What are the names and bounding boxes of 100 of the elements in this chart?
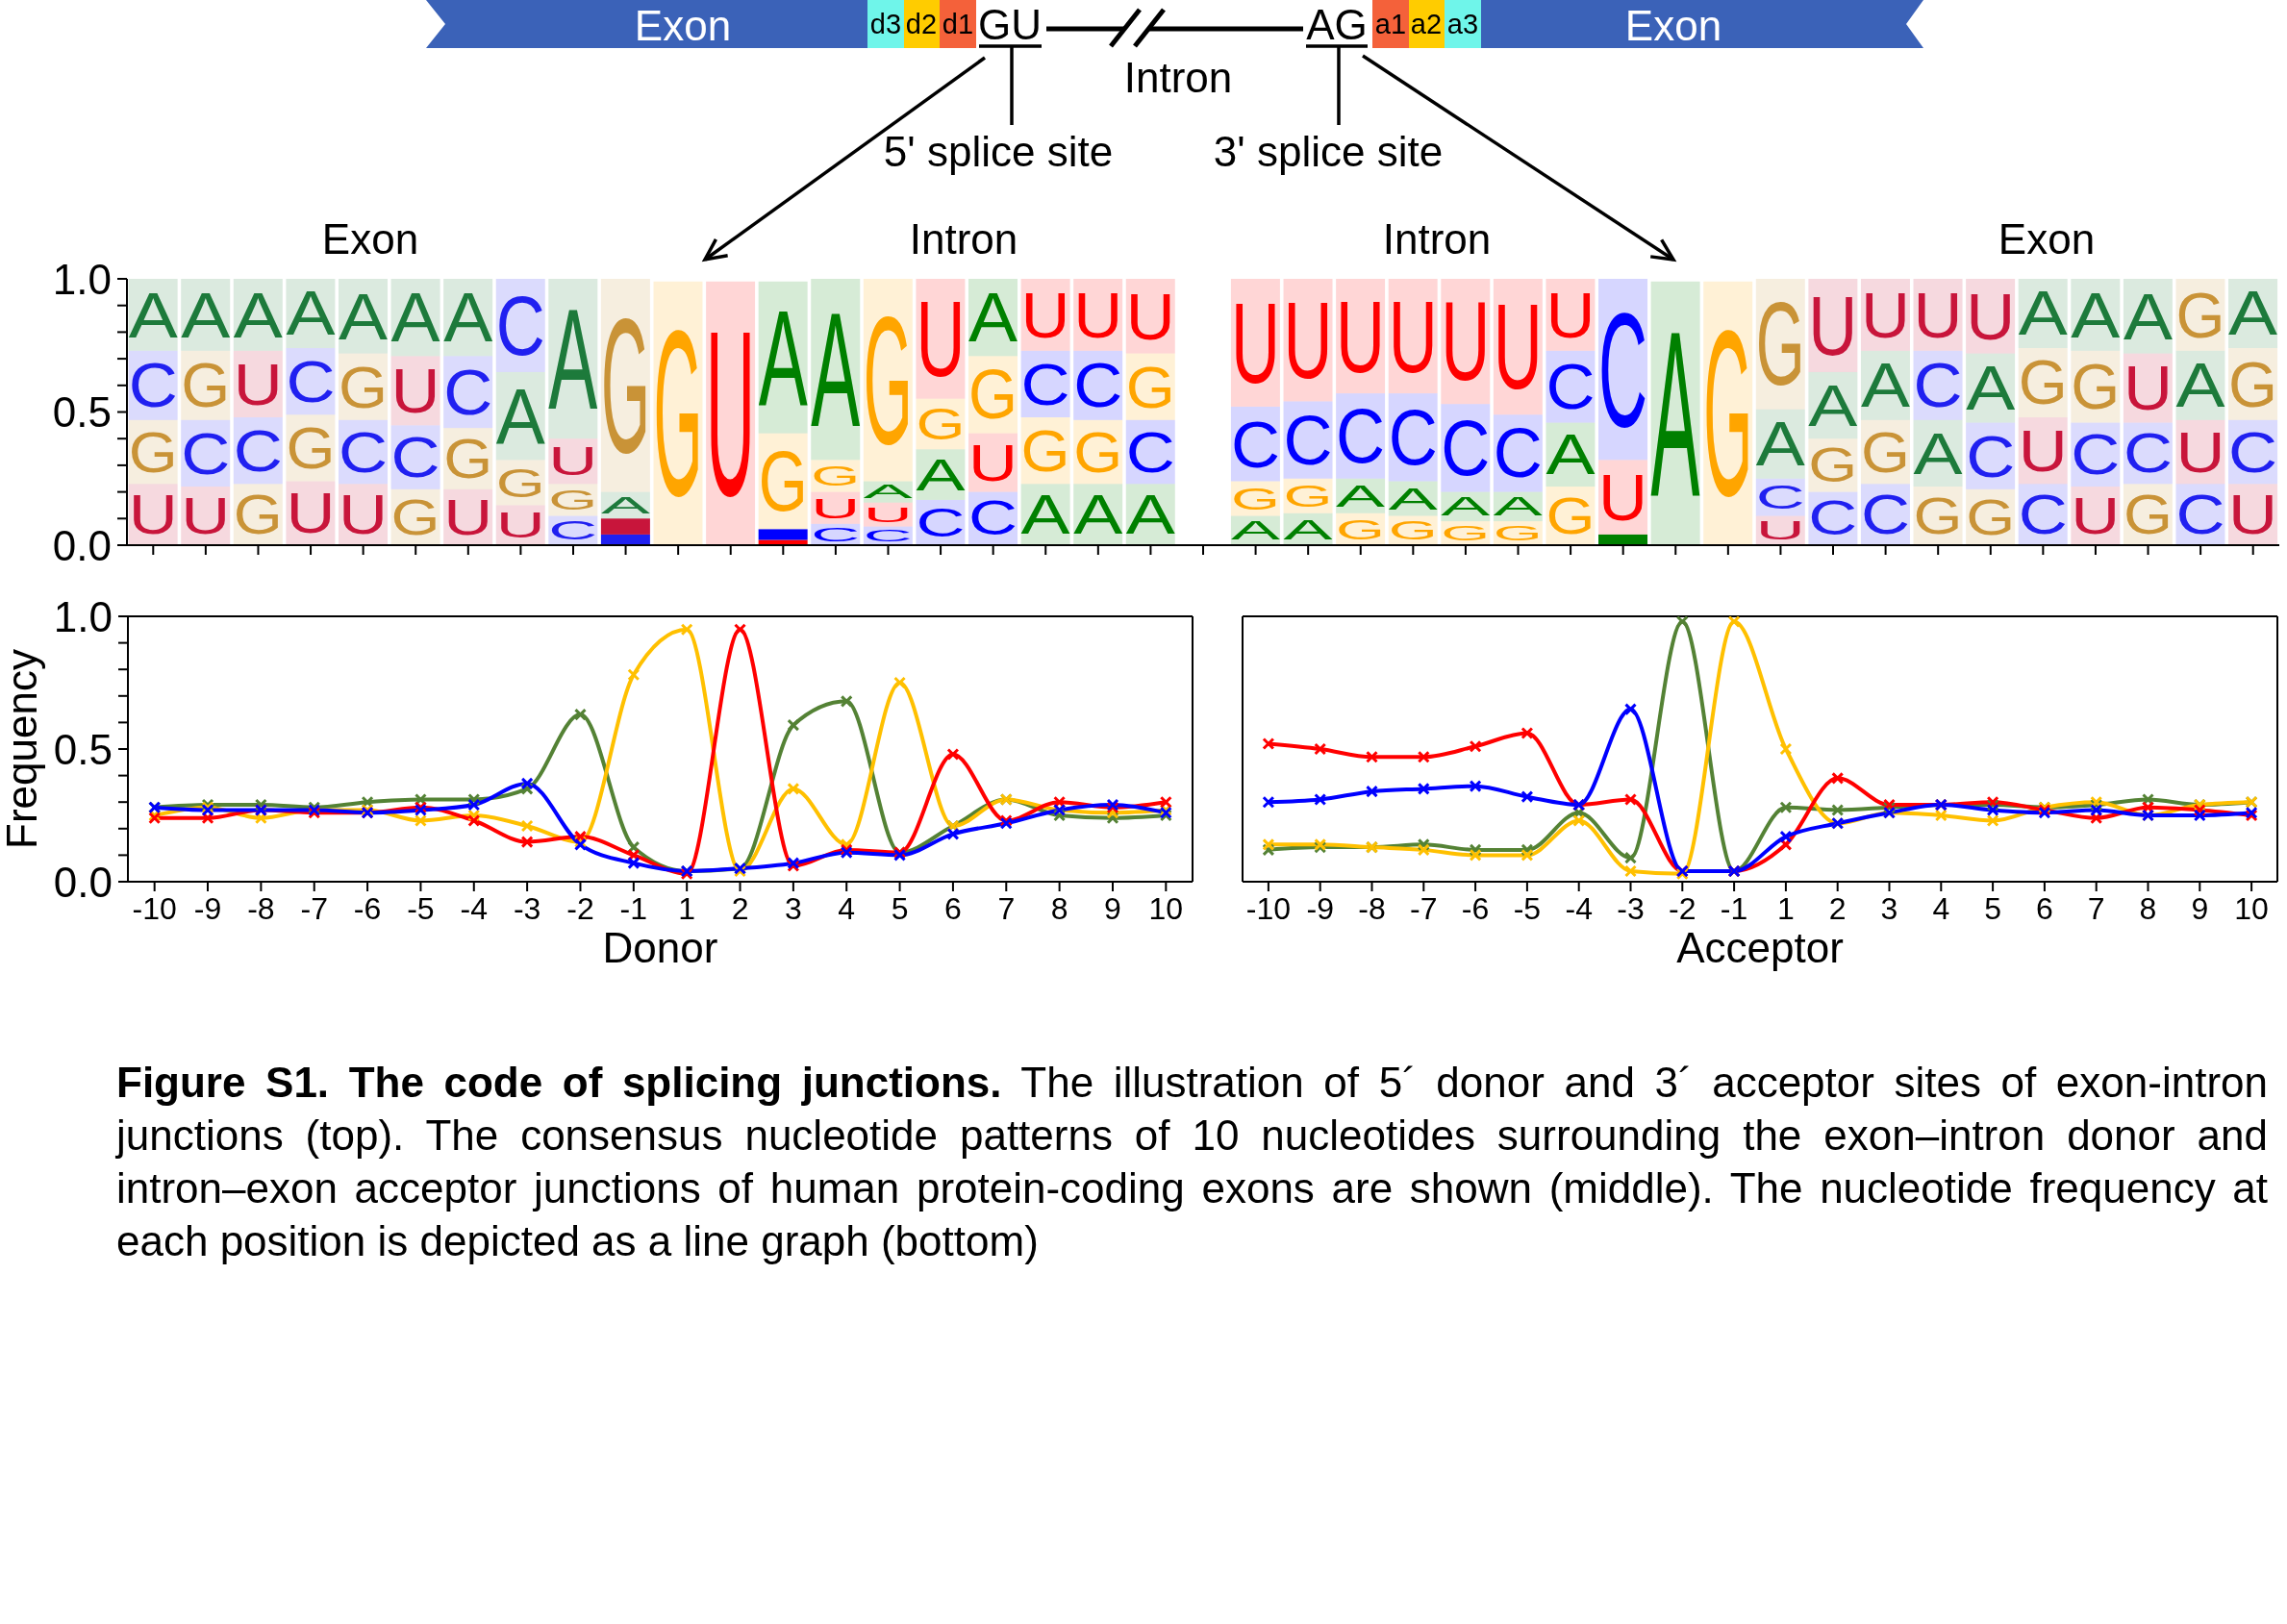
data-label: U — [286, 481, 336, 546]
data-label: U — [2123, 353, 2174, 423]
x-tick-label: -10 — [1245, 890, 1292, 926]
data-label: U — [1755, 515, 1805, 545]
data-label: G — [1336, 512, 1390, 546]
x-tick-label: -1 — [619, 890, 648, 926]
data-label: U — [1598, 460, 1648, 536]
data-label: A — [1650, 281, 1700, 545]
y-tick-label: 0.0 — [52, 521, 112, 569]
data-label: C — [1808, 491, 1858, 546]
text: The illustration of 5´ donor and 3´ acceptor sites of exon-intron — [1020, 1059, 2268, 1106]
data-label: A — [128, 279, 178, 352]
data-label: U — [1441, 279, 1491, 404]
data-label: G — [2123, 484, 2176, 546]
data-label: C — [811, 523, 861, 545]
data-label: A — [1283, 512, 1334, 546]
x-tick-label: 7 — [997, 890, 1016, 926]
data-label: U — [548, 438, 598, 485]
x-tick-label: -7 — [1410, 890, 1438, 926]
x-tick-label: 6 — [2036, 890, 2053, 926]
data-label: A — [443, 278, 493, 357]
data-label: A — [758, 281, 808, 435]
data-label: U — [1336, 278, 1386, 393]
data-label: A — [1336, 478, 1386, 513]
data-label: C — [495, 278, 545, 373]
data-label: A — [2071, 279, 2121, 352]
data-label: G — [916, 399, 969, 450]
data-label: A — [1388, 481, 1439, 516]
x-tick-label: -3 — [1617, 890, 1645, 926]
x-tick-label: -8 — [1358, 890, 1386, 926]
x-tick-label: -8 — [247, 890, 275, 926]
data-label: C — [1283, 401, 1333, 479]
data-label: U — [1388, 278, 1438, 393]
text: Intron — [1123, 53, 1233, 101]
text: Exon — [1624, 1, 1722, 49]
data-label: G — [1073, 420, 1127, 485]
data-label: C — [1493, 413, 1544, 492]
data-label: A — [1125, 484, 1175, 546]
data-label: A — [548, 279, 598, 439]
x-tick-label: -7 — [300, 890, 328, 926]
text: a2 — [1410, 9, 1443, 39]
x-tick-label: -4 — [460, 890, 488, 926]
text: 5' splice site — [883, 127, 1114, 175]
x-tick-label: -5 — [407, 890, 435, 926]
data-label: U — [128, 484, 178, 546]
data-label: U — [863, 502, 913, 527]
text: d2 — [905, 9, 938, 39]
text: Figure S1. The code of splicing junctions. — [116, 1059, 1002, 1106]
y-tick-label: 0.5 — [52, 388, 112, 437]
data-label: U — [1546, 279, 1596, 352]
data-label: A — [233, 279, 283, 352]
data-label: U — [181, 487, 231, 545]
text: a3 — [1446, 9, 1479, 39]
data-label: A — [2123, 279, 2174, 354]
x-axis-title: Donor — [602, 923, 718, 971]
data-label: A — [1441, 491, 1491, 521]
data-label: U — [916, 278, 966, 399]
data-label: G — [548, 484, 602, 516]
data-label: A — [1860, 351, 1911, 420]
data-label: U — [338, 484, 389, 546]
data-label: G — [1283, 478, 1337, 513]
data-label: U — [495, 505, 545, 545]
x-tick-label: 5 — [1984, 890, 2001, 926]
x-tick-label: -4 — [1565, 890, 1593, 926]
x-tick-label: 2 — [731, 890, 749, 926]
data-label: C — [1598, 279, 1648, 460]
data-label: A — [1966, 353, 2017, 423]
data-label: U — [1493, 278, 1544, 415]
x-tick-label: 2 — [1828, 890, 1847, 926]
x-tick-label: -9 — [1306, 890, 1334, 926]
text: AG — [1306, 0, 1368, 48]
x-tick-label: 10 — [2234, 890, 2269, 926]
data-label: U — [1808, 278, 1858, 373]
x-tick-label: 1 — [1777, 890, 1795, 926]
x-tick-label: 3 — [784, 890, 802, 926]
data-label: G — [1388, 515, 1442, 545]
data-label: A — [181, 279, 231, 352]
y-tick-label: 1.0 — [53, 592, 113, 640]
x-tick-label: 8 — [1050, 890, 1068, 926]
y-axis-title: Frequency — [0, 649, 45, 849]
data-label: G — [653, 281, 707, 545]
y-tick-label: 0.0 — [53, 858, 113, 906]
data-label: U — [968, 433, 1018, 492]
data-label: A — [600, 491, 651, 519]
data-label: A — [390, 278, 440, 357]
data-label: C — [1755, 479, 1805, 516]
data-label: G — [128, 420, 182, 485]
data-label: C — [2228, 420, 2278, 485]
data-label: G — [390, 489, 444, 545]
data-label: C — [390, 425, 440, 489]
data-label: U — [811, 491, 861, 525]
data-label: G — [1913, 487, 1967, 545]
data-label: U — [1913, 279, 1963, 352]
data-label: G — [443, 428, 497, 490]
data-label: U — [706, 281, 756, 545]
data-label: A — [1546, 422, 1596, 487]
data-label: C — [1230, 407, 1281, 482]
data-label: G — [2071, 351, 2124, 423]
data-label: U — [1860, 279, 1911, 352]
x-tick-label: -2 — [566, 890, 594, 926]
